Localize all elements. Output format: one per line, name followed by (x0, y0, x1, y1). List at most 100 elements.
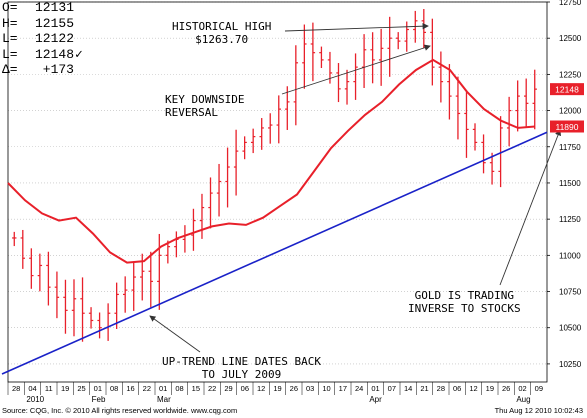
price-tick-label: 12500 (559, 34, 582, 43)
uptrend-line (1, 131, 548, 375)
ohlc-mark: ✓ (75, 46, 83, 62)
annotation-line: $1263.70 (195, 33, 249, 46)
price-bar (165, 240, 171, 264)
price-bar (216, 163, 222, 217)
price-bar (199, 193, 205, 239)
annotation-uptrend: UP-TREND LINE DATES BACK TO JULY 2009 (162, 355, 321, 381)
plot-frame (7, 1, 548, 383)
date-tick-label: 19 (486, 384, 494, 393)
date-tick-label: 08 (110, 384, 118, 393)
date-tick-label: 21 (420, 384, 428, 393)
date-tick-label: 28 (12, 384, 20, 393)
ohlc-row-change: Δ= +173 (2, 62, 83, 78)
month-label: Feb (92, 395, 106, 404)
price-tag-label: 11890 (555, 122, 578, 132)
annotation-key-reversal: KEY DOWNSIDE REVERSAL (165, 93, 244, 119)
price-tick-label: 10250 (559, 360, 582, 369)
price-bar (361, 34, 367, 88)
price-bar (88, 307, 94, 329)
price-bar (46, 251, 51, 306)
month-label: Apr (369, 395, 382, 404)
price-bar (114, 282, 119, 329)
annotation-gold-inverse: GOLD IS TRADING INVERSE TO STOCKS (408, 289, 521, 315)
price-bar (464, 92, 469, 158)
annotation-line: GOLD IS TRADING (414, 289, 514, 302)
price-bar (131, 261, 136, 311)
moving-average-path (7, 58, 536, 264)
ohlc-row-last: L= 12148 ✓ (2, 47, 83, 63)
price-bar (268, 113, 273, 144)
ohlc-value: 12131 (34, 0, 74, 15)
price-bar (404, 21, 409, 52)
annotation-line: HISTORICAL HIGH (172, 20, 272, 33)
date-tick-label: 25 (77, 384, 85, 393)
historical-high-arrow (284, 23, 429, 32)
price-bar (174, 231, 179, 258)
date-axis: 28 04 11 19 25 01 08 16 22 01 08 15 22 29 06 12 19 26 03 10… (7, 382, 543, 404)
price-tick-label: 11250 (559, 215, 581, 224)
price-bar (293, 45, 299, 126)
price-tick-label: 12000 (559, 107, 582, 116)
price-bar (63, 279, 68, 334)
price-bar (208, 177, 213, 229)
price-bar (344, 69, 350, 105)
price-tick-label: 11500 (559, 179, 581, 188)
ohlc-row-low: L= 12122 (2, 31, 83, 47)
price-bar (148, 251, 153, 308)
ohlc-label: L= (2, 31, 18, 46)
price-bar (353, 53, 358, 100)
price-bar (242, 136, 247, 160)
annotation-historical-high: HISTORICAL HIGH $1263.70 (172, 20, 271, 46)
ohlc-value: +173 (42, 62, 74, 77)
date-tick-label: 22 (208, 384, 216, 393)
price-bar (97, 312, 102, 339)
date-tick-label: 14 (404, 384, 412, 393)
date-tick-label: 19 (273, 384, 281, 393)
gold-inverse-arrow (499, 129, 561, 286)
price-bar (319, 46, 324, 69)
annotation-line: INVERSE TO STOCKS (408, 302, 521, 315)
ohlc-row-open: O= 12131 (2, 0, 83, 16)
price-axis: 12750 12500 12250 12000 11750 11500 11250 11000… (547, 0, 582, 369)
price-bar (524, 78, 529, 127)
date-tick-label: 17 (339, 384, 347, 393)
price-tick-label: 12750 (559, 0, 582, 7)
price-bar (387, 16, 392, 77)
date-tick-label: 01 (371, 384, 379, 393)
price-bar (515, 80, 520, 132)
price-tick-label: 11750 (559, 143, 581, 152)
trend-line-path (1, 131, 548, 375)
price-tags: 12148 11890 (550, 83, 584, 133)
price-bar (506, 96, 512, 147)
uptrend-arrow (149, 315, 201, 353)
date-tick-label: 26 (290, 384, 298, 393)
price-bar (455, 76, 461, 140)
annotation-line: UP-TREND LINE DATES BACK (162, 355, 321, 368)
price-bar (498, 116, 503, 188)
price-bar (233, 129, 239, 196)
ohlc-label: H= (2, 15, 18, 31)
source-footer: Source: CQG, Inc. © 2010 All rights rese… (2, 406, 238, 415)
moving-average-line (7, 58, 536, 264)
price-bar (421, 9, 427, 49)
price-bar (447, 64, 452, 120)
date-tick-label: 04 (28, 384, 36, 393)
month-label: Mar (157, 395, 171, 404)
date-tick-label: 06 (453, 384, 461, 393)
date-tick-label: 19 (61, 384, 69, 393)
price-tick-label: 10500 (559, 324, 582, 333)
annotation-arrows (149, 23, 561, 353)
annotation-line: REVERSAL (165, 106, 218, 119)
month-label: Aug (516, 395, 530, 404)
price-bar (310, 22, 316, 82)
price-bar (157, 233, 162, 310)
key-reversal-arrow (281, 44, 431, 95)
moving-average-tag: 11890 (550, 120, 584, 133)
price-bar (250, 128, 256, 154)
last-price-tag: 12148 (550, 83, 584, 96)
price-tick-label: 10750 (559, 288, 582, 297)
date-tick-label: 09 (535, 384, 543, 393)
price-bars (12, 9, 537, 342)
price-bar (122, 276, 128, 313)
